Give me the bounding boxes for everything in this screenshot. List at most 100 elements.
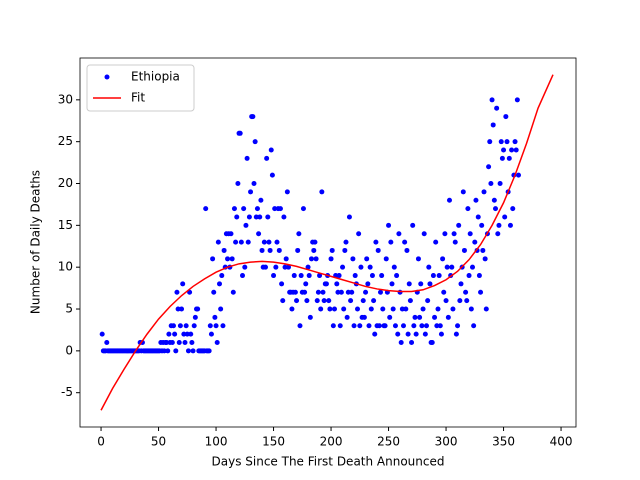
x-tick-label: 400 [550,435,573,449]
point [382,323,388,329]
point [297,323,303,329]
x-tick-label: 50 [151,435,166,449]
point [419,323,425,329]
point [274,239,280,245]
point [218,306,224,312]
point [407,298,413,304]
point [283,256,289,262]
point [441,289,447,295]
point [281,214,287,220]
point [268,147,274,153]
point [166,331,172,337]
point [351,323,357,329]
point [179,306,185,312]
point [174,289,180,295]
point [305,264,311,270]
point [229,256,235,262]
point [486,164,492,170]
point [482,256,488,262]
point [273,264,279,270]
point [456,222,462,228]
point [336,273,342,279]
point [427,281,433,287]
point [303,281,309,287]
point [203,206,209,212]
point [207,323,213,329]
point [184,331,190,337]
point [406,281,412,287]
point [512,139,518,145]
point [329,247,335,253]
point [245,239,251,245]
point [99,331,105,337]
y-tick-label: 15 [58,218,73,232]
point [394,273,400,279]
fit-line [100,74,554,411]
point [173,348,179,354]
point [265,214,271,220]
point [434,323,440,329]
point [237,130,243,136]
x-tick-label: 250 [377,435,400,449]
point [491,197,497,203]
point [367,264,373,270]
point [466,273,472,279]
point [172,331,178,337]
point [326,298,332,304]
point [510,206,516,212]
point [471,323,477,329]
point [488,181,494,187]
point [221,247,227,253]
point [420,306,426,312]
point [345,289,351,295]
point [403,306,409,312]
point [375,247,381,253]
point [492,206,498,212]
point [313,256,319,262]
point [315,289,321,295]
point [230,289,236,295]
point [262,264,268,270]
point [296,231,302,237]
point [211,289,217,295]
point [219,273,225,279]
point [277,206,283,212]
point [349,289,355,295]
point [388,239,394,245]
point [410,222,416,228]
point [252,139,258,145]
point [340,264,346,270]
point [161,348,167,354]
x-tick-label: 150 [262,435,285,449]
point [248,189,254,195]
point [422,331,428,337]
point [514,97,520,103]
point [444,264,450,270]
point [432,314,438,320]
x-tick-label: 100 [205,435,228,449]
point [513,147,519,153]
point [480,247,486,253]
point [302,289,308,295]
point [365,281,371,287]
y-axis-label: Number of Daily Deaths [29,170,43,314]
point [341,306,347,312]
point [257,214,263,220]
point [259,247,265,253]
y-tick-label: 25 [58,134,73,148]
point [231,206,237,212]
point [489,97,495,103]
point [254,206,260,212]
point [320,289,326,295]
point [246,214,252,220]
point [452,239,458,245]
point [405,331,411,337]
point [330,323,336,329]
point [238,239,244,245]
x-tick-label: 0 [97,435,105,449]
point [417,314,423,320]
point [429,339,435,345]
point [455,323,461,329]
point [369,273,375,279]
point [425,298,431,304]
